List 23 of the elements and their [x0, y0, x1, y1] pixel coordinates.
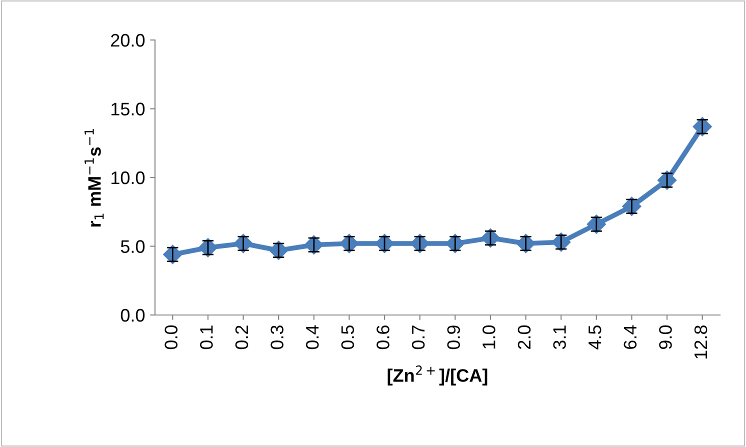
y-tick-label: 10.0	[112, 171, 145, 184]
x-tick-label: 0.4	[306, 325, 319, 350]
x-tick-label: 0.9	[447, 326, 460, 350]
x-axis-title: [Zn$^{2+}$]/[CA]	[388, 365, 488, 386]
y-tick-label: 15.0	[112, 102, 145, 116]
x-tick-label: 0.6	[376, 326, 390, 350]
x-tick-label: 0.3	[270, 326, 284, 350]
x-tick-label: 0.5	[341, 325, 354, 350]
x-tick-label: 0.0	[164, 325, 178, 350]
x-tick-label: 2.0	[518, 325, 531, 349]
y-tick-label: 20.0	[111, 34, 145, 47]
x-tick-label: 0.2	[235, 326, 248, 350]
y-tick-label: 0.0	[120, 308, 145, 322]
x-tick-label: 6.4	[624, 325, 637, 349]
x-tick-label: 0.7	[412, 326, 425, 350]
y-tick-label: 5.0	[120, 240, 145, 253]
x-tick-label: 3.1	[553, 326, 566, 350]
x-tick-label: 12.8	[694, 326, 708, 358]
x-tick-label: 1.0	[482, 325, 496, 348]
x-tick-label: 4.5	[588, 325, 602, 350]
y-axis-title: r$_{1}$ mM$^{−1}$s$^{−1}$	[84, 128, 104, 227]
x-tick-label: 0.1	[200, 326, 213, 350]
x-tick-label: 9.0	[659, 325, 672, 349]
